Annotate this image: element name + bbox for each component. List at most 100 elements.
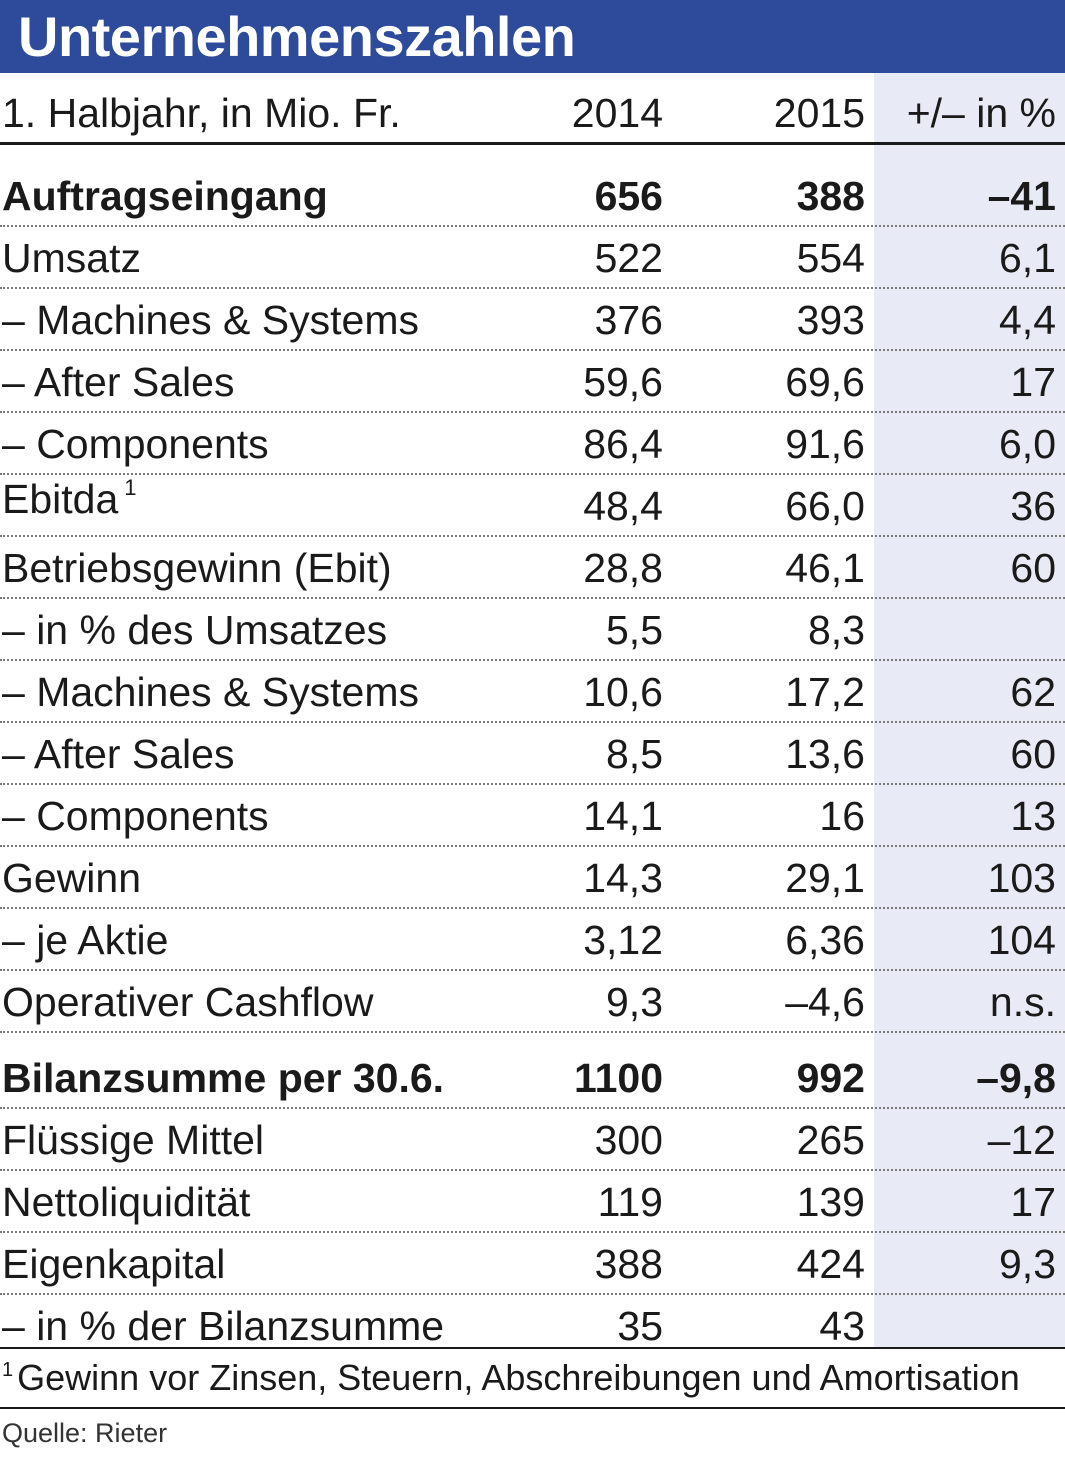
- header-label: 1. Halbjahr, in Mio. Fr.: [2, 90, 401, 136]
- value-change: 6,1: [999, 235, 1056, 281]
- value-2014: 14,1: [583, 793, 663, 839]
- row-label-text: Auftragseingang: [2, 173, 328, 219]
- table-header: 1. Halbjahr, in Mio. Fr. 2014 2015 +/– i…: [0, 80, 1065, 142]
- row-label: – After Sales: [2, 357, 234, 407]
- row-label: – After Sales: [2, 729, 234, 779]
- footnote-rule: [0, 1407, 1065, 1409]
- footer-rule: [0, 1347, 1065, 1349]
- value-2015: 46,1: [785, 545, 865, 591]
- table-row: – in % des Umsatzes 5,5 8,3: [0, 597, 1065, 661]
- row-label: Nettoliquidität: [2, 1177, 250, 1227]
- footnote: 1 Gewinn vor Zinsen, Steuern, Abschreibun…: [2, 1352, 1020, 1410]
- value-2014: 1100: [574, 1055, 663, 1101]
- value-change: 104: [987, 917, 1056, 963]
- table-row: Gewinn 14,3 29,1 103: [0, 845, 1065, 909]
- value-2015: 13,6: [785, 731, 865, 777]
- value-change: 36: [1010, 483, 1056, 529]
- header-2014: 2014: [571, 90, 663, 136]
- value-change: 60: [1010, 545, 1056, 591]
- row-label: Bilanzsumme per 30.6.: [2, 1053, 444, 1103]
- table-row: – in % der Bilanzsumme 35 43: [0, 1293, 1065, 1355]
- header-2015: 2015: [773, 90, 865, 136]
- value-change: 17: [1010, 359, 1056, 405]
- row-label-text: Bilanzsumme per 30.6.: [2, 1055, 445, 1101]
- row-label-text: – Machines & Systems: [2, 669, 419, 715]
- table-row: Ebitda 1 48,4 66,0 36: [0, 473, 1065, 537]
- row-label-text: – Machines & Systems: [2, 297, 419, 343]
- row-label: – Machines & Systems: [2, 295, 419, 345]
- row-label: Flüssige Mittel: [2, 1115, 264, 1165]
- value-2014: 35: [617, 1303, 663, 1349]
- row-label-text: Ebitda: [2, 476, 119, 522]
- row-label-text: – After Sales: [2, 359, 235, 405]
- value-2014: 119: [597, 1179, 663, 1225]
- table-row: – Machines & Systems 376 393 4,4: [0, 287, 1065, 351]
- value-2015: 16: [819, 793, 865, 839]
- row-label: – Components: [2, 791, 269, 841]
- table-row: Umsatz 522 554 6,1: [0, 225, 1065, 289]
- title-bar: Unternehmenszahlen: [0, 0, 1065, 73]
- value-2015: 91,6: [785, 421, 865, 467]
- row-label-text: – je Aktie: [2, 917, 169, 963]
- value-change: 62: [1010, 669, 1056, 715]
- row-label-text: Eigenkapital: [2, 1241, 226, 1287]
- value-2014: 5,5: [606, 607, 663, 653]
- change-column-shade: [874, 73, 1065, 1348]
- value-2015: 265: [796, 1117, 865, 1163]
- row-label: Umsatz: [2, 233, 141, 283]
- table-row: Auftragseingang 656 388 –41: [0, 163, 1065, 227]
- row-label-text: Umsatz: [2, 235, 141, 281]
- value-2014: 656: [594, 173, 663, 219]
- value-2014: 522: [594, 235, 663, 281]
- table-row: Betriebsgewinn (Ebit) 28,8 46,1 60: [0, 535, 1065, 599]
- value-change: 9,3: [999, 1241, 1056, 1287]
- value-2014: 388: [594, 1241, 663, 1287]
- row-label-text: Betriebsgewinn (Ebit): [2, 545, 392, 591]
- row-label: Eigenkapital: [2, 1239, 225, 1289]
- row-label: Betriebsgewinn (Ebit): [2, 543, 392, 593]
- value-2014: 8,5: [606, 731, 663, 777]
- row-label-text: – After Sales: [2, 731, 235, 777]
- value-2015: 8,3: [808, 607, 865, 653]
- value-change: 4,4: [999, 297, 1056, 343]
- table-row: – Components 14,1 16 13: [0, 783, 1065, 847]
- value-change: –9,8: [976, 1055, 1056, 1101]
- value-2015: 17,2: [785, 669, 865, 715]
- table-row: Bilanzsumme per 30.6. 1100 992 –9,8: [0, 1045, 1065, 1109]
- table-row: Eigenkapital 388 424 9,3: [0, 1231, 1065, 1295]
- value-2014: 86,4: [583, 421, 663, 467]
- value-change: –12: [987, 1117, 1056, 1163]
- row-label-text: – Components: [2, 421, 269, 467]
- value-2014: 14,3: [583, 855, 663, 901]
- row-label: Operativer Cashflow: [2, 977, 373, 1027]
- table-row: Flüssige Mittel 300 265 –12: [0, 1107, 1065, 1171]
- value-change: n.s.: [989, 979, 1056, 1025]
- value-change: 103: [987, 855, 1056, 901]
- row-label: – Machines & Systems: [2, 667, 419, 717]
- row-label: – je Aktie: [2, 915, 168, 965]
- value-change: 6,0: [999, 421, 1056, 467]
- value-2014: 300: [594, 1117, 663, 1163]
- value-2014: 3,12: [583, 917, 663, 963]
- table-row: – Components 86,4 91,6 6,0: [0, 411, 1065, 475]
- value-change: 60: [1010, 731, 1056, 777]
- value-2014: 28,8: [583, 545, 663, 591]
- row-label-text: Operativer Cashflow: [2, 979, 374, 1025]
- value-2015: 43: [819, 1303, 865, 1349]
- value-change: 17: [1010, 1179, 1056, 1225]
- table-row: Operativer Cashflow 9,3 –4,6 n.s.: [0, 969, 1065, 1033]
- footnote-text: Gewinn vor Zinsen, Steuern, Abschreibung…: [17, 1357, 1020, 1398]
- row-label: – Components: [2, 419, 269, 469]
- row-label: Ebitda 1: [2, 474, 137, 531]
- table-row: – After Sales 8,5 13,6 60: [0, 721, 1065, 785]
- row-label: – in % des Umsatzes: [2, 605, 387, 655]
- value-2015: 424: [796, 1241, 865, 1287]
- value-2014: 48,4: [583, 483, 663, 529]
- value-2015: 6,36: [785, 917, 865, 963]
- row-label: Gewinn: [2, 853, 141, 903]
- value-2014: 9,3: [606, 979, 663, 1025]
- header-change: +/– in %: [906, 90, 1056, 136]
- row-label-text: – in % der Bilanzsumme: [2, 1303, 445, 1349]
- value-2015: 393: [796, 297, 865, 343]
- table-row: – je Aktie 3,12 6,36 104: [0, 907, 1065, 971]
